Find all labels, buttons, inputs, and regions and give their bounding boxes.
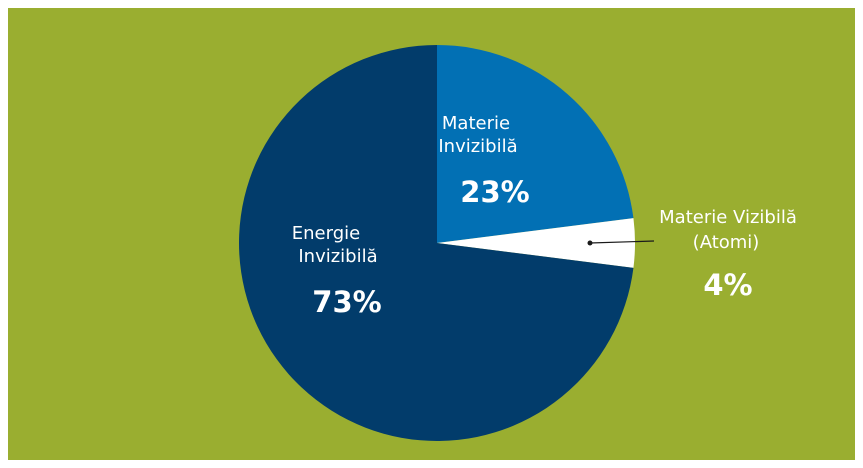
pie-slice-energie [239,45,634,441]
pie-slice-materie-vizibila [437,218,636,268]
slice-labels: Materie Invizibilă 23% Materie Vizibilă … [292,113,797,319]
pie-chart: Materie Invizibilă 23% Materie Vizibilă … [8,8,855,460]
value-materie-vizibila: 4% [703,268,752,302]
pie-slice-materie-invizibila [437,45,634,243]
label-materie-invizibila-line1: Materie [442,113,510,134]
pie-slices [239,45,636,441]
label-energie-line2: Invizibilă [298,246,377,267]
label-materie-vizibila-line2: (Atomi) [693,232,760,253]
leader-line-group [587,240,655,246]
leader-dot [587,240,593,246]
chart-panel: Materie Invizibilă 23% Materie Vizibilă … [8,8,855,460]
leader-line [589,240,655,244]
label-materie-invizibila-line2: Invizibilă [438,136,517,157]
value-materie-invizibila: 23% [460,175,529,209]
label-materie-vizibila-line1: Materie Vizibilă [659,207,797,228]
value-energie: 73% [312,285,381,319]
label-energie-line1: Energie [292,223,360,244]
